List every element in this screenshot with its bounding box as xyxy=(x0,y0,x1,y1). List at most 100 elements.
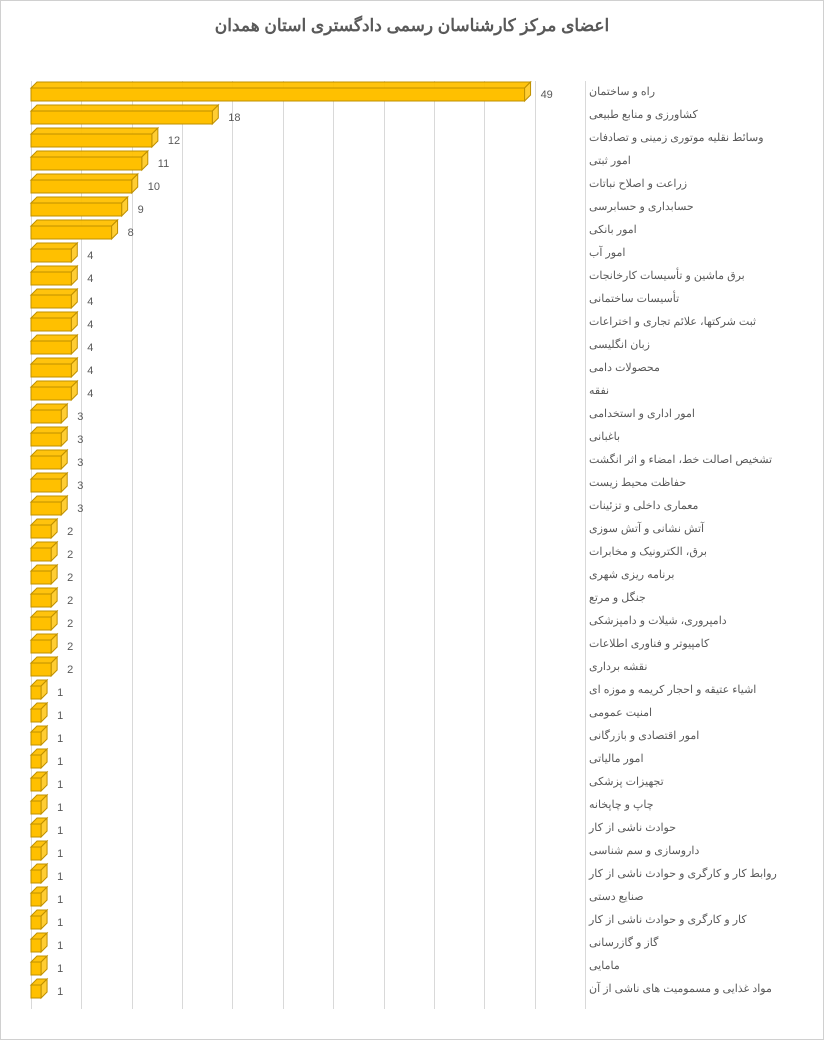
bar-wrap: 2 xyxy=(31,566,59,585)
category-label: زراعت و اصلاح نباتات xyxy=(583,173,793,196)
bar-wrap: 2 xyxy=(31,589,59,608)
bar-wrap: 8 xyxy=(31,221,120,240)
bar xyxy=(31,174,140,195)
bar xyxy=(31,519,59,540)
category-label: جنگل و مرتع xyxy=(583,587,793,610)
bar xyxy=(31,335,79,356)
bar xyxy=(31,887,49,908)
bar xyxy=(31,795,49,816)
bar-value: 4 xyxy=(87,273,93,285)
bar-row: داروسازی و سم شناسی1 xyxy=(31,840,793,863)
bar-wrap: 2 xyxy=(31,520,59,539)
category-label: نفقه xyxy=(583,380,793,403)
bar-row: نفقه 4 xyxy=(31,380,793,403)
category-label: تجهیزات پزشکی xyxy=(583,771,793,794)
bar-row: تجهیزات پزشکی1 xyxy=(31,771,793,794)
category-label: تشخیص اصالت خط، امضاء و اثر انگشت xyxy=(583,449,793,472)
bar xyxy=(31,634,59,655)
category-label: حسابداری و حسابرسی xyxy=(583,196,793,219)
bar-wrap: 1 xyxy=(31,727,49,746)
bar xyxy=(31,910,49,931)
category-label: برق، الکترونیک و مخابرات xyxy=(583,541,793,564)
category-label: ثبت شرکتها، علائم تجاری و اختراعات xyxy=(583,311,793,334)
bar-value: 9 xyxy=(138,204,144,216)
bar-wrap: 1 xyxy=(31,819,49,838)
bar xyxy=(31,404,69,425)
bar-wrap: 1 xyxy=(31,888,49,907)
bar-row: زراعت و اصلاح نباتات 10 xyxy=(31,173,793,196)
bar-wrap: 2 xyxy=(31,658,59,677)
bar-value: 2 xyxy=(67,572,73,584)
bar-value: 4 xyxy=(87,388,93,400)
category-label: راه و ساختمان xyxy=(583,81,793,104)
category-label: وسائط نقلیه موتوری زمینی و تصادفات xyxy=(583,127,793,150)
category-label: کشاورزی و منابع طبیعی xyxy=(583,104,793,127)
bar-wrap: 4 xyxy=(31,359,79,378)
bar-row: دامپروری، شیلات و دامپزشکی 2 xyxy=(31,610,793,633)
bar-wrap: 49 xyxy=(31,83,533,102)
bar-row: باغبانی3 xyxy=(31,426,793,449)
bar-row: امور آب4 xyxy=(31,242,793,265)
bar xyxy=(31,542,59,563)
bar-value: 2 xyxy=(67,526,73,538)
category-label: امنیت عمومی xyxy=(583,702,793,725)
bar-row: کشاورزی و منابع طبیعی 18 xyxy=(31,104,793,127)
bar-row: مامایی1 xyxy=(31,955,793,978)
bar-row: کار و کارگری و حوادث ناشی از کار1 xyxy=(31,909,793,932)
bar xyxy=(31,818,49,839)
bar xyxy=(31,680,49,701)
category-label: چاپ و چاپخانه xyxy=(583,794,793,817)
category-label: صنایع دستی xyxy=(583,886,793,909)
bar-value: 2 xyxy=(67,664,73,676)
bar-row: نقشه برداری2 xyxy=(31,656,793,679)
bar-wrap: 2 xyxy=(31,635,59,654)
bar-value: 3 xyxy=(77,503,83,515)
bar-row: حسابداری و حسابرسی 9 xyxy=(31,196,793,219)
bar-value: 1 xyxy=(57,710,63,722)
bar-wrap: 11 xyxy=(31,152,150,171)
bar-row: تأسیسات ساختمانی4 xyxy=(31,288,793,311)
bar-value: 1 xyxy=(57,986,63,998)
bar-wrap: 1 xyxy=(31,980,49,999)
bar-value: 4 xyxy=(87,319,93,331)
bar-row: ثبت شرکتها، علائم تجاری و اختراعات 4 xyxy=(31,311,793,334)
bar-row: حفاظت محیط زیست3 xyxy=(31,472,793,495)
bar-row: امور اقتصادی و بازرگانی1 xyxy=(31,725,793,748)
bar-wrap: 4 xyxy=(31,313,79,332)
category-label: امور مالیاتی xyxy=(583,748,793,771)
bar-wrap: 18 xyxy=(31,106,220,125)
bar xyxy=(31,151,150,172)
bar-row: حوادث ناشی از کار1 xyxy=(31,817,793,840)
bar-value: 2 xyxy=(67,641,73,653)
bar xyxy=(31,496,69,517)
bar-value: 1 xyxy=(57,756,63,768)
bar xyxy=(31,220,120,241)
bar-wrap: 2 xyxy=(31,612,59,631)
bar-value: 11 xyxy=(158,158,169,170)
category-label: معماری داخلی و تزئینات xyxy=(583,495,793,518)
bar-value: 10 xyxy=(148,181,160,193)
category-label: امور ثبتی xyxy=(583,150,793,173)
bar-value: 1 xyxy=(57,894,63,906)
bar-value: 1 xyxy=(57,802,63,814)
bar xyxy=(31,197,130,218)
bar-wrap: 1 xyxy=(31,704,49,723)
bar-row: امور ثبتی 11 xyxy=(31,150,793,173)
bar-row: وسائط نقلیه موتوری زمینی و تصادفات 12 xyxy=(31,127,793,150)
bar-value: 49 xyxy=(541,89,553,101)
bar xyxy=(31,82,533,103)
bar-value: 8 xyxy=(128,227,134,239)
bar-wrap: 12 xyxy=(31,129,160,148)
category-label: دامپروری، شیلات و دامپزشکی xyxy=(583,610,793,633)
category-label: باغبانی xyxy=(583,426,793,449)
chart-title: اعضای مرکز کارشناسان رسمی دادگستری استان… xyxy=(1,16,823,36)
bar-row: زبان انگلیسی4 xyxy=(31,334,793,357)
bar-value: 1 xyxy=(57,917,63,929)
bar-wrap: 1 xyxy=(31,957,49,976)
chart-container: اعضای مرکز کارشناسان رسمی دادگستری استان… xyxy=(1,1,823,1039)
bar-wrap: 1 xyxy=(31,750,49,769)
bar-value: 3 xyxy=(77,411,83,423)
bar xyxy=(31,864,49,885)
bar xyxy=(31,289,79,310)
bar-wrap: 3 xyxy=(31,451,69,470)
